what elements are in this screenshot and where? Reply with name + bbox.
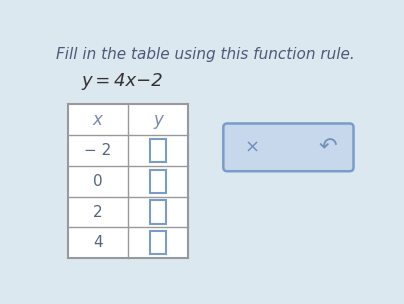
Bar [67,104,188,258]
FancyBboxPatch shape [223,123,354,171]
Text: − 2: − 2 [84,143,112,158]
FancyBboxPatch shape [150,139,166,162]
FancyBboxPatch shape [150,231,166,254]
Text: 2: 2 [93,205,103,219]
Text: ×: × [244,138,259,156]
FancyBboxPatch shape [150,170,166,193]
Text: 4: 4 [93,235,103,250]
FancyBboxPatch shape [150,201,166,223]
Text: y: y [153,111,163,129]
Text: Fill in the table using this function rule.: Fill in the table using this function ru… [56,47,355,62]
Text: x: x [93,111,103,129]
Text: y = 4x−2: y = 4x−2 [82,72,163,90]
Text: ↶: ↶ [319,137,337,157]
Text: 0: 0 [93,174,103,189]
